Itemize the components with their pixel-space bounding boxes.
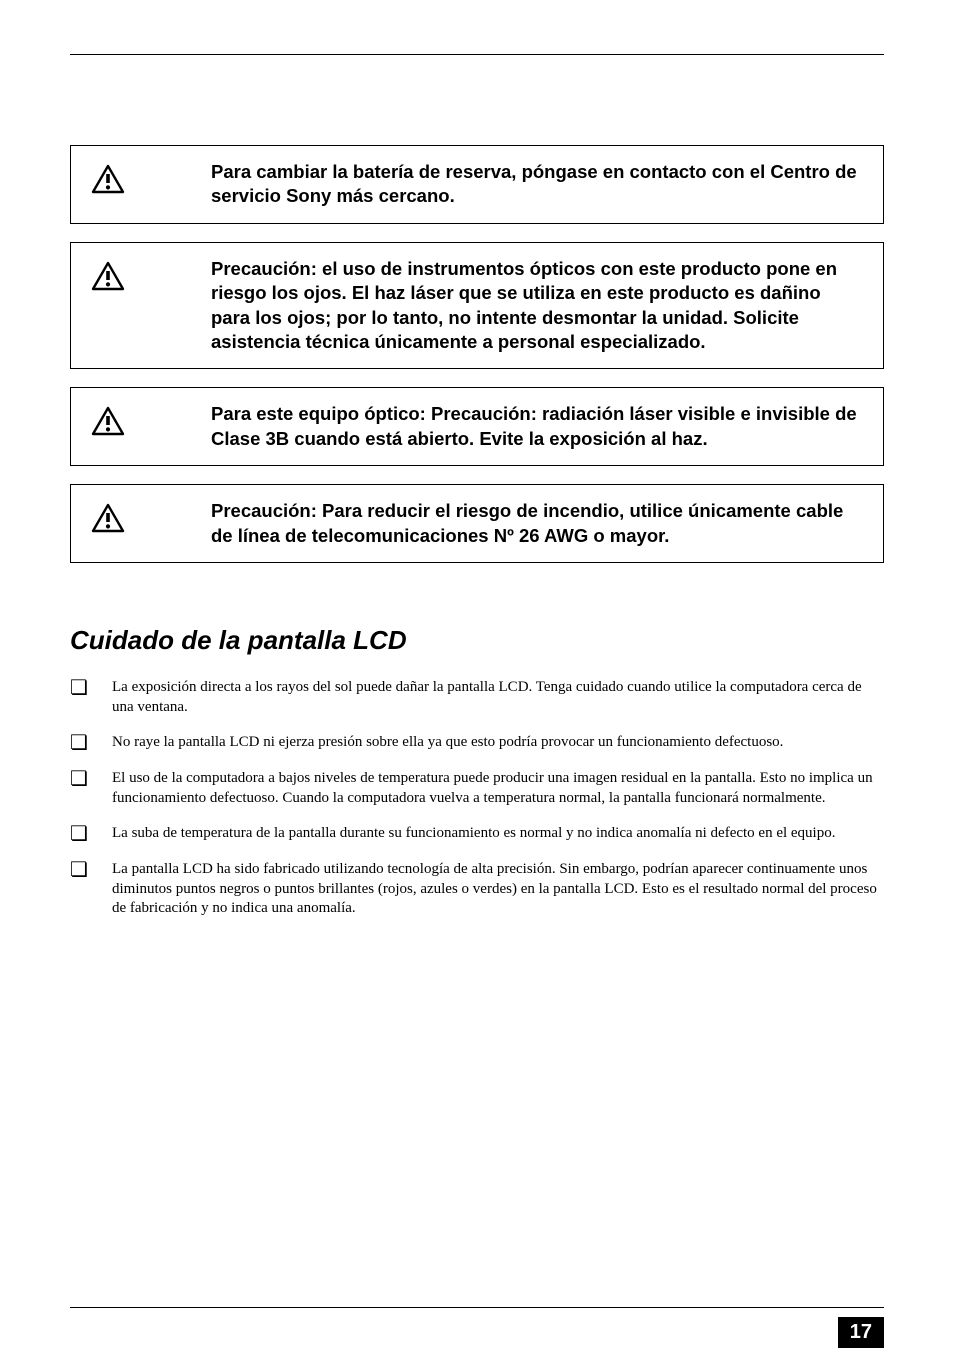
- bullet-mark: ❏: [70, 678, 112, 717]
- warning-icon: [91, 499, 211, 538]
- list-item: ❏La suba de temperatura de la pantalla d…: [70, 824, 884, 844]
- warning-text: Para cambiar la batería de reserva, póng…: [211, 160, 863, 209]
- list-item: ❏La exposición directa a los rayos del s…: [70, 678, 884, 717]
- page-number-badge: 17: [838, 1317, 884, 1348]
- footer-rule: [70, 1307, 884, 1308]
- list-item: ❏La pantalla LCD ha sido fabricado utili…: [70, 860, 884, 919]
- bullet-mark: ❏: [70, 860, 112, 919]
- list-item: ❏No raye la pantalla LCD ni ejerza presi…: [70, 733, 884, 753]
- bullet-text: La pantalla LCD ha sido fabricado utiliz…: [112, 860, 884, 919]
- bullet-mark: ❏: [70, 733, 112, 753]
- bullet-text: El uso de la computadora a bajos niveles…: [112, 769, 884, 808]
- warnings-container: Para cambiar la batería de reserva, póng…: [70, 145, 884, 563]
- warning-text: Para este equipo óptico: Precaución: rad…: [211, 402, 863, 451]
- bullet-text: La exposición directa a los rayos del so…: [112, 678, 884, 717]
- bullet-mark: ❏: [70, 824, 112, 844]
- bullet-mark: ❏: [70, 769, 112, 808]
- warning-icon: [91, 402, 211, 441]
- bullet-text: La suba de temperatura de la pantalla du…: [112, 824, 884, 844]
- header-rule: [70, 54, 884, 55]
- footer: 17: [70, 1307, 884, 1308]
- warning-box: Para cambiar la batería de reserva, póng…: [70, 145, 884, 224]
- warning-box: Precaución: Para reducir el riesgo de in…: [70, 484, 884, 563]
- warning-icon: [91, 160, 211, 199]
- list-item: ❏El uso de la computadora a bajos nivele…: [70, 769, 884, 808]
- warning-text: Precaución: el uso de instrumentos óptic…: [211, 257, 863, 355]
- warning-text: Precaución: Para reducir el riesgo de in…: [211, 499, 863, 548]
- warning-box: Para este equipo óptico: Precaución: rad…: [70, 387, 884, 466]
- bullet-list: ❏La exposición directa a los rayos del s…: [70, 678, 884, 919]
- warning-box: Precaución: el uso de instrumentos óptic…: [70, 242, 884, 370]
- warning-icon: [91, 257, 211, 296]
- bullet-text: No raye la pantalla LCD ni ejerza presió…: [112, 733, 884, 753]
- section-title: Cuidado de la pantalla LCD: [70, 625, 884, 656]
